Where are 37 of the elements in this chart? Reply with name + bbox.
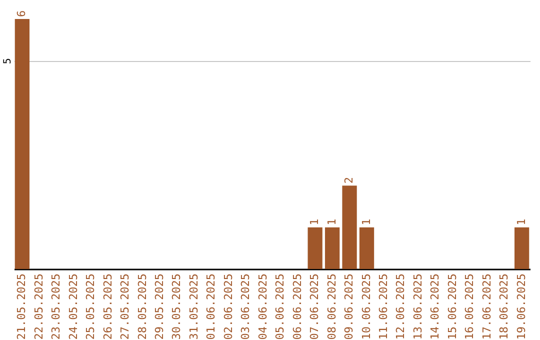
x-tick-label: 23.05.2025	[50, 274, 63, 340]
x-tick-label: 15.06.2025	[446, 274, 459, 340]
data-label: 6	[15, 10, 28, 17]
x-tick-label: 12.06.2025	[394, 274, 408, 340]
x-tick-label: 19.06.2025	[514, 274, 528, 340]
x-tick-label: 05.06.2025	[274, 274, 287, 340]
x-tick-label: 22.05.2025	[32, 274, 46, 340]
x-tick-label: 18.06.2025	[498, 274, 511, 340]
x-tick-label: 17.06.2025	[480, 274, 494, 340]
x-tick-label: 25.05.2025	[84, 274, 98, 340]
data-label: 2	[342, 177, 356, 184]
x-tick-label: 04.06.2025	[256, 274, 270, 340]
x-tick-label: 01.06.2025	[204, 274, 218, 340]
data-label: 1	[360, 218, 373, 226]
x-tick-label: 13.06.2025	[411, 274, 424, 340]
x-tick-label: 29.05.2025	[153, 274, 166, 340]
x-tick-label: 16.06.2025	[463, 274, 476, 340]
x-tick-label: 07.06.2025	[308, 274, 322, 340]
x-tick-label: 11.06.2025	[376, 274, 390, 340]
data-label: 1	[308, 218, 322, 226]
x-tick-label: 27.05.2025	[118, 274, 132, 340]
data-label: 1	[325, 218, 338, 226]
x-tick-label: 03.06.2025	[239, 274, 252, 340]
y-tick-label: 5	[2, 58, 14, 64]
x-tick-label: 08.06.2025	[325, 274, 338, 340]
x-tick-label: 28.05.2025	[136, 274, 149, 340]
x-tick-label: 09.06.2025	[342, 274, 356, 340]
x-tick-label: 31.05.2025	[187, 274, 200, 340]
x-tick-label: 14.06.2025	[428, 274, 442, 340]
x-tick-label: 21.05.2025	[15, 274, 28, 340]
x-tick-label: 06.06.2025	[290, 274, 304, 340]
x-tick-label: 30.05.2025	[170, 274, 184, 340]
x-tick-label: 10.06.2025	[360, 274, 373, 340]
x-tick-label: 26.05.2025	[101, 274, 114, 340]
x-tick-label: 02.06.2025	[222, 274, 235, 340]
data-label: 1	[514, 218, 528, 226]
x-tick-label: 24.05.2025	[66, 274, 80, 340]
